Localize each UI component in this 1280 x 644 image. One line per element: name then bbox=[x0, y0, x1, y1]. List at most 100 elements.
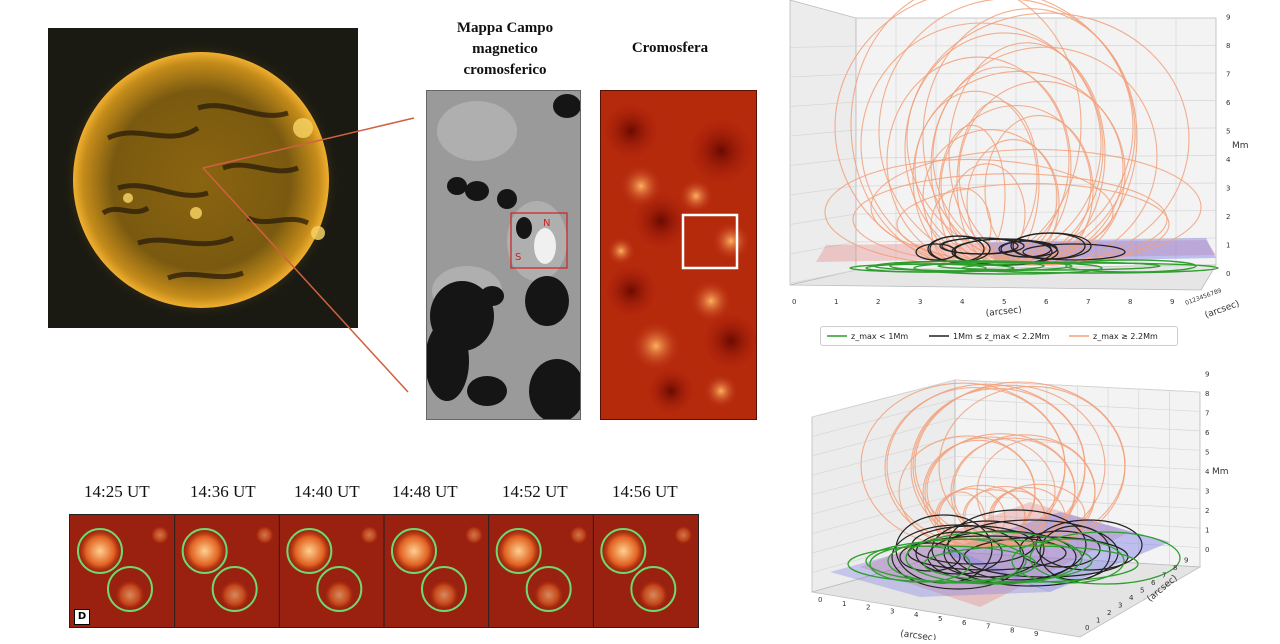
plot-top-x-tick: 6 bbox=[1044, 298, 1049, 306]
plot-top-x-label: (arcsec) bbox=[985, 305, 1022, 319]
chromosphere-map bbox=[600, 90, 757, 420]
loop-mid bbox=[947, 509, 1087, 581]
loops-legend: z_max < 1Mm 1Mm ≤ z_max < 2.2Mm z_max ≥ … bbox=[820, 326, 1178, 346]
time-label-3: 14:40 UT bbox=[294, 482, 360, 501]
plot-top-x-tick: 0 bbox=[792, 298, 796, 306]
plot-top-x-tick: 8 bbox=[1128, 298, 1132, 306]
plot-bottom-x-tick: 5 bbox=[938, 615, 942, 623]
loop-low bbox=[937, 261, 1161, 271]
loop-mid bbox=[1035, 519, 1143, 571]
frame-circle-lower bbox=[630, 566, 677, 612]
frame-bright-region bbox=[637, 579, 670, 611]
loop-low bbox=[865, 538, 1093, 584]
polarity-south-label: S bbox=[515, 252, 521, 263]
magnetic-map-title-line-2: magnetico bbox=[472, 41, 538, 57]
plot-bottom-x-tick: 7 bbox=[986, 623, 990, 631]
frame-circle-upper bbox=[181, 528, 228, 574]
plot-bottom-z-tick: 5 bbox=[1205, 449, 1209, 457]
loop-low bbox=[1011, 538, 1125, 584]
plot-bottom-y-tick: 5 bbox=[1140, 587, 1144, 595]
frame-bright-region bbox=[359, 525, 380, 545]
magnetic-map-title: Mappa Campo magnetico cromosferico bbox=[420, 18, 590, 81]
frame-bright-region bbox=[323, 579, 356, 611]
plot-top-z-tick: 1 bbox=[1226, 242, 1230, 250]
plot-bottom-x-tick: 8 bbox=[1010, 626, 1014, 634]
loop-mid bbox=[1000, 240, 1052, 258]
plot-bottom-y-tick: 3 bbox=[1118, 602, 1122, 610]
frame-circle-upper bbox=[286, 528, 333, 574]
frame-bright-region bbox=[180, 527, 229, 575]
loop-mid bbox=[941, 237, 1019, 255]
plot-bottom-y-tick: 1 bbox=[1096, 617, 1100, 625]
frame-bright-region bbox=[114, 579, 146, 611]
frame-bright-region bbox=[390, 527, 438, 575]
plot-top-z-tick: 5 bbox=[1226, 128, 1230, 136]
polarity-north-label: N bbox=[543, 218, 550, 229]
frame-bright-region bbox=[599, 527, 648, 575]
time-label-1: 14:25 UT bbox=[84, 482, 150, 501]
plot-top-z-tick: 7 bbox=[1226, 71, 1230, 79]
plot-top-z-tick: 8 bbox=[1226, 42, 1230, 50]
loop-mid bbox=[929, 235, 985, 263]
frame-circle-upper bbox=[495, 528, 542, 574]
plot-bottom-x-tick: 0 bbox=[818, 596, 822, 604]
loop-low bbox=[905, 531, 1083, 585]
plot-bottom-y-tick: 7 bbox=[1162, 572, 1166, 580]
plot-bottom-y-tick: 8 bbox=[1173, 564, 1177, 572]
time-label-6: 14:56 UT bbox=[612, 482, 678, 501]
plot-top-x-tick: 1 bbox=[834, 298, 838, 306]
plot-top-z-tick: 3 bbox=[1226, 185, 1230, 193]
frame-bright-region bbox=[464, 525, 484, 545]
plot-top-z-tick: 0 bbox=[1226, 270, 1230, 278]
plot-top-x-tick: 4 bbox=[960, 298, 965, 306]
frame-bright-region bbox=[568, 525, 589, 545]
frame-bright-region bbox=[428, 579, 460, 611]
frame-bright-region bbox=[532, 579, 565, 611]
frame-bright-region bbox=[285, 527, 334, 575]
plot-top-z-tick: 4 bbox=[1226, 156, 1231, 164]
plot-bottom-z-tick: 4 bbox=[1205, 468, 1210, 476]
loop-high bbox=[992, 483, 1086, 548]
plot-bottom-x-tick: 6 bbox=[962, 619, 967, 627]
plot-bottom-z-tick: 9 bbox=[1205, 371, 1209, 379]
legend-label-mid: 1Mm ≤ z_max < 2.2Mm bbox=[953, 332, 1050, 341]
frame-bright-region bbox=[218, 579, 251, 611]
loop-high bbox=[948, 42, 1106, 266]
plot-bottom-y-tick: 2 bbox=[1107, 609, 1111, 617]
loop-mid bbox=[899, 542, 961, 572]
frame-bright-region bbox=[673, 525, 694, 545]
frame-circle-upper bbox=[600, 528, 647, 574]
plot-bottom-z-tick: 1 bbox=[1205, 527, 1209, 535]
plot-bottom-z-tick: 6 bbox=[1205, 429, 1210, 437]
legend-label-high: z_max ≥ 2.2Mm bbox=[1093, 332, 1158, 341]
plot-bottom-y-tick: 0 bbox=[1085, 624, 1089, 632]
chromosphere-title: Cromosfera bbox=[631, 40, 709, 56]
plot-top-x-tick: 5 bbox=[1002, 298, 1006, 306]
plot-bottom-z-tick: 0 bbox=[1205, 546, 1209, 554]
loop-low bbox=[1065, 259, 1197, 273]
plot-bottom-z-tick: 3 bbox=[1205, 488, 1209, 496]
plot-bottom-z-tick: 8 bbox=[1205, 390, 1209, 398]
frame-bright-region bbox=[76, 527, 124, 575]
plot-top-z-tick: 9 bbox=[1226, 14, 1230, 22]
plot-top-x-tick: 7 bbox=[1086, 298, 1090, 306]
plot-top-x-tick: 3 bbox=[918, 298, 922, 306]
plot-bottom-x-tick: 2 bbox=[866, 604, 870, 612]
legend-label-low: z_max < 1Mm bbox=[851, 332, 908, 341]
plot-bottom-x-tick: 9 bbox=[1034, 630, 1038, 638]
frame-bright-region bbox=[494, 527, 543, 575]
frame-circle-lower bbox=[107, 566, 153, 612]
timeline-panel-letter: D bbox=[74, 609, 90, 625]
loop-low bbox=[849, 263, 1015, 273]
plot-bottom-x-tick: 3 bbox=[890, 607, 894, 615]
time-label-4: 14:48 UT bbox=[392, 482, 458, 501]
plot-top-x-tick: 9 bbox=[1170, 298, 1174, 306]
plot-bottom-z-label: Mm bbox=[1212, 467, 1229, 477]
plot-bottom-x-tick: 4 bbox=[914, 611, 919, 619]
plot-bottom-y-tick: 6 bbox=[1151, 579, 1156, 587]
loop-mid bbox=[891, 524, 1025, 590]
frame-circle-lower bbox=[421, 566, 467, 612]
loop-low bbox=[961, 262, 1219, 274]
